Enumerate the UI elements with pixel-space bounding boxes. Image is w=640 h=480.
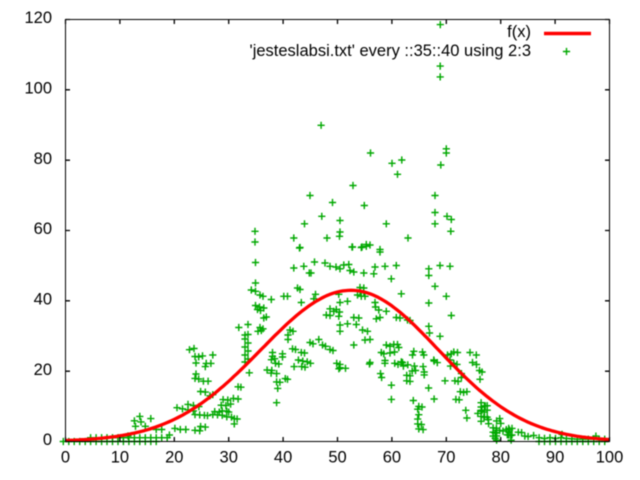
- svg-text:90: 90: [546, 449, 564, 467]
- svg-text:60: 60: [34, 220, 52, 238]
- svg-text:80: 80: [34, 150, 52, 168]
- svg-text:10: 10: [111, 449, 129, 467]
- svg-text:f(x): f(x): [507, 23, 531, 41]
- svg-text:20: 20: [165, 449, 183, 467]
- svg-text:30: 30: [220, 449, 238, 467]
- svg-text:100: 100: [24, 80, 52, 98]
- svg-text:50: 50: [328, 449, 346, 467]
- svg-text:'jesteslabsi.txt' every ::35::: 'jesteslabsi.txt' every ::35::40 using 2…: [250, 42, 531, 60]
- svg-text:40: 40: [34, 291, 52, 309]
- svg-text:40: 40: [274, 449, 292, 467]
- svg-text:60: 60: [383, 449, 401, 467]
- svg-text:70: 70: [437, 449, 455, 467]
- svg-text:80: 80: [492, 449, 510, 467]
- svg-text:0: 0: [61, 449, 70, 467]
- svg-text:100: 100: [596, 449, 624, 467]
- svg-text:120: 120: [24, 9, 52, 27]
- svg-text:20: 20: [34, 361, 52, 379]
- svg-text:0: 0: [43, 431, 52, 449]
